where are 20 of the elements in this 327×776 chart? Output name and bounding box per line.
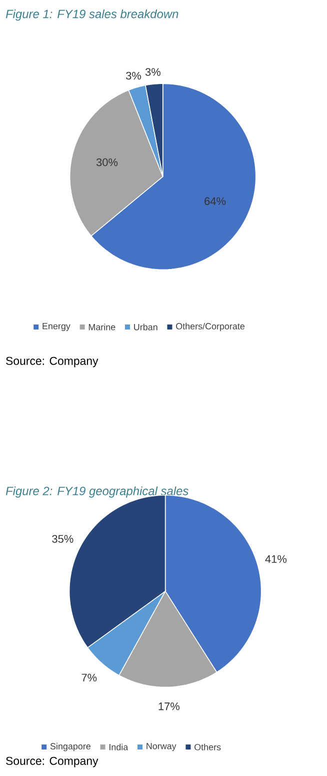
data-label: 35% — [52, 535, 74, 543]
legend-label: Marine — [88, 324, 116, 330]
legend-label: India — [109, 744, 128, 750]
legend-label: Others/Corporate — [176, 322, 244, 332]
legend-label: Norway — [146, 742, 176, 752]
legend-label: Urban — [134, 324, 158, 330]
data-label: 3% — [145, 68, 160, 76]
source-note: Source: Company — [6, 756, 98, 768]
chart-title: Figure 1: FY19 sales breakdown — [6, 9, 178, 21]
source-note: Source: Company — [6, 356, 98, 368]
data-label: 3% — [126, 72, 142, 80]
data-label: 64% — [204, 197, 226, 206]
data-label: 30% — [96, 158, 118, 166]
data-label: 17% — [158, 702, 180, 710]
legend-label: Others — [194, 744, 221, 750]
data-label: 41% — [265, 555, 287, 563]
legend-label: Singapore — [50, 742, 90, 752]
legend-label: Energy — [42, 322, 70, 332]
chart-title: Figure 2: FY19 geographical sales — [6, 486, 188, 498]
data-label: 7% — [82, 674, 97, 682]
